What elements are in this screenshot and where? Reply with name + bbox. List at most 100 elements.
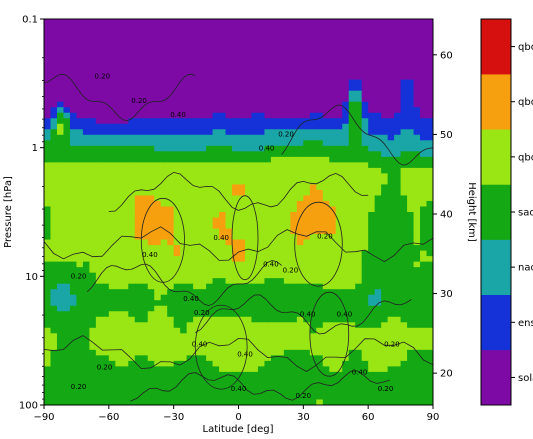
heatmap-cell [56,140,65,147]
heatmap-cell [63,41,71,48]
heatmap-cell [335,382,343,390]
heatmap-cell [115,184,123,191]
heatmap-cell [44,278,52,285]
heatmap-cell [270,123,278,130]
heatmap-cell [296,316,304,323]
heatmap-cell [219,223,227,230]
heatmap-cell [147,212,155,219]
heatmap-cell [121,217,129,224]
heatmap-cell [329,360,337,367]
heatmap-cell [225,167,233,174]
heatmap-cell [56,151,65,158]
heatmap-cell [348,327,356,334]
heatmap-cell [95,178,103,186]
heatmap-cell [56,382,65,390]
heatmap-cell [335,316,343,323]
heatmap-cell [244,278,253,285]
heatmap-cell [167,399,175,405]
heatmap-cell [186,140,194,147]
heatmap-cell [361,311,369,318]
heatmap-cell [322,107,330,114]
contour-label: 0.40 [263,261,279,269]
heatmap-cell [206,52,214,59]
heatmap-cell [374,338,382,345]
heatmap-cell [426,283,433,290]
heatmap-cell [232,134,240,141]
heatmap-cell [154,63,162,70]
heatmap-cell [329,283,337,290]
heatmap-cell [335,145,343,152]
heatmap-cell [251,195,259,202]
heatmap-cell [296,145,304,152]
heatmap-cell [329,96,337,103]
heatmap-cell [134,338,142,345]
heatmap-cell [212,129,220,136]
heatmap-cell [413,151,421,158]
heatmap-cell [257,206,266,213]
heatmap-cell [76,112,84,119]
heatmap-cell [173,250,181,257]
heatmap-cell [413,322,421,329]
heatmap-cell [387,129,395,136]
heatmap-cell [387,200,395,208]
heatmap-cell [44,19,52,26]
heatmap-cell [394,162,402,169]
heatmap-cell [50,366,58,373]
heatmap-cell [348,178,356,186]
heatmap-cell [147,355,155,362]
heatmap-cell [219,162,227,169]
heatmap-cell [251,107,259,114]
heatmap-cell [199,195,207,202]
heatmap-cell [108,41,116,48]
heatmap-cell [277,360,285,367]
heatmap-cell [56,184,65,191]
heatmap-cell [257,167,266,174]
heatmap-cell [381,272,389,279]
heatmap-cell [232,52,240,59]
heatmap-cell [89,123,97,130]
heatmap-cell [141,300,149,307]
heatmap-cell [167,107,175,114]
heatmap-cell [219,30,227,37]
heatmap-cell [147,101,155,108]
heatmap-cell [270,206,278,213]
heatmap-cell [277,377,285,384]
heatmap-cell [56,118,65,125]
heatmap-cell [316,57,324,64]
heatmap-cell [257,305,266,312]
heatmap-cell [69,305,78,312]
heatmap-cell [420,173,428,180]
heatmap-cell [277,344,285,351]
heatmap-cell [400,24,408,31]
heatmap-cell [115,289,123,296]
heatmap-cell [225,90,233,97]
heatmap-cell [89,294,97,301]
heatmap-cell [426,200,433,208]
heatmap-cell [63,52,71,59]
heatmap-cell [355,90,363,97]
heatmap-cell [115,300,123,307]
heatmap-cell [322,399,330,405]
heatmap-cell [167,360,175,367]
heatmap-cell [44,311,52,318]
heatmap-cell [115,234,123,241]
heatmap-cell [361,184,369,191]
heatmap-cell [134,311,142,318]
heatmap-cell [342,129,350,136]
heatmap-cell [115,261,123,268]
heatmap-cell [264,267,272,274]
heatmap-cell [154,377,162,384]
heatmap-cell [322,245,330,252]
heatmap-cell [387,46,395,53]
heatmap-cell [251,382,259,390]
heatmap-cell [89,200,97,208]
heatmap-cell [219,129,227,136]
heatmap-cell [206,85,214,92]
heatmap-cell [206,267,214,274]
heatmap-cell [50,399,58,405]
heatmap-cell [206,294,214,301]
heatmap-cell [199,107,207,114]
heatmap-cell [348,399,356,405]
heatmap-cell [283,212,291,219]
heatmap-cell [160,393,168,401]
